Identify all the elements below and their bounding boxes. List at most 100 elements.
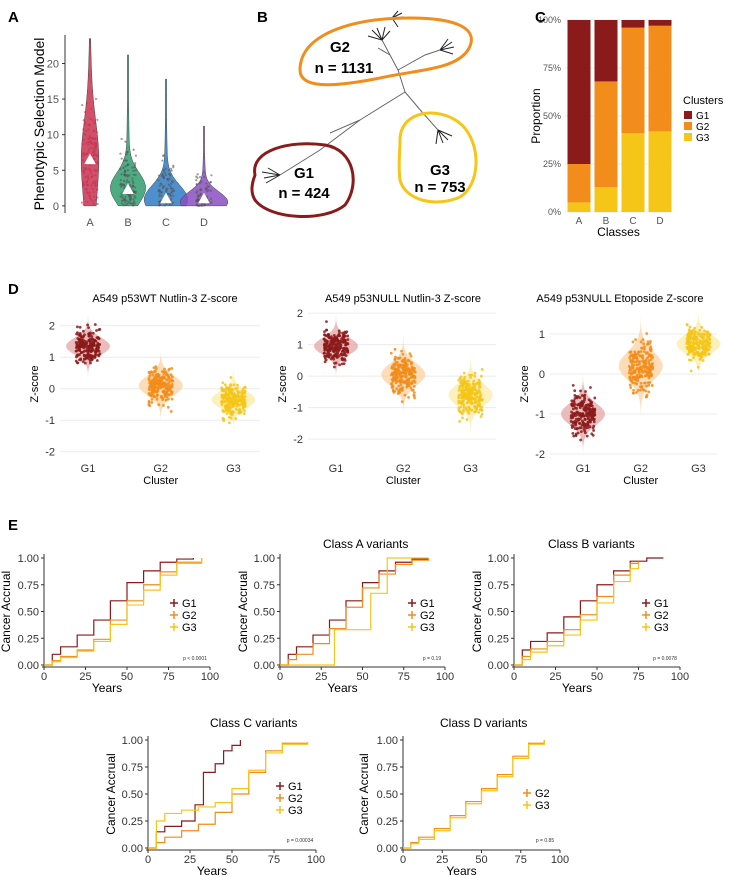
point-G3 xyxy=(236,383,239,387)
point-A xyxy=(82,166,85,169)
point-G3 xyxy=(690,330,693,334)
point-G3 xyxy=(469,401,473,405)
y-tick-label: 25% xyxy=(543,159,561,169)
point-G3 xyxy=(239,399,243,402)
point-G1 xyxy=(323,355,326,358)
x-tick-label: 100 xyxy=(201,671,219,683)
point-G1 xyxy=(76,361,80,365)
point-G2 xyxy=(393,389,397,393)
point-B xyxy=(126,202,129,205)
point-G2 xyxy=(647,383,651,387)
bar-G2-A xyxy=(567,164,591,203)
y-tick-label: 1.00 xyxy=(122,735,143,747)
point-G2 xyxy=(162,375,166,379)
point-G2 xyxy=(401,352,405,356)
point-B xyxy=(121,183,124,186)
point-G2 xyxy=(160,381,164,384)
x-tick-label: 75 xyxy=(268,854,280,866)
point-G2 xyxy=(148,374,152,378)
chart-title: A549 p53NULL Nutlin-3 Z-score xyxy=(325,293,481,305)
point-G3 xyxy=(223,393,227,397)
point-A xyxy=(82,184,85,187)
point-G2 xyxy=(635,367,639,370)
point-B xyxy=(128,183,132,187)
panel-e1-accrual: 0.00 0.25 0.50 0.75 1.00 0 25 50 75 100 Years Cance… xyxy=(0,553,219,695)
point-A xyxy=(82,203,85,206)
point-G1 xyxy=(580,394,584,397)
point-G2 xyxy=(634,338,637,342)
point-G1 xyxy=(579,389,582,393)
point-G2 xyxy=(647,374,651,378)
point-G1 xyxy=(580,414,584,418)
point-G2 xyxy=(649,349,653,353)
x-tick-label: 75 xyxy=(398,671,410,683)
point-D xyxy=(209,197,213,200)
point-G3 xyxy=(699,354,703,358)
y-tick-label: 0.50 xyxy=(254,607,275,619)
point-G3 xyxy=(233,387,237,391)
point-B xyxy=(134,173,137,177)
point-G3 xyxy=(686,353,690,356)
y-tick-label: 10 xyxy=(47,130,59,142)
point-G1 xyxy=(343,351,347,355)
x-tick-label: 25 xyxy=(549,671,561,683)
point-A xyxy=(82,133,85,136)
y-tick-label: 100% xyxy=(538,15,561,25)
point-G3 xyxy=(458,419,462,423)
point-G2 xyxy=(400,349,403,353)
point-G2 xyxy=(639,381,643,385)
point-G3 xyxy=(462,371,466,375)
point-G2 xyxy=(161,390,165,394)
point-G1 xyxy=(85,348,89,352)
point-A xyxy=(88,135,92,139)
point-G3 xyxy=(224,386,228,389)
point-C xyxy=(168,177,171,180)
point-G2 xyxy=(153,380,157,384)
point-B xyxy=(124,140,127,143)
g3-outline xyxy=(397,111,478,204)
bar-G3-B xyxy=(594,187,618,212)
point-G1 xyxy=(334,347,338,351)
curve-G3 xyxy=(44,558,203,666)
point-D xyxy=(205,182,208,185)
point-G1 xyxy=(338,340,342,343)
point-G2 xyxy=(631,366,635,370)
point-G1 xyxy=(584,426,588,430)
point-C xyxy=(164,174,168,177)
curve-G3 xyxy=(403,740,545,849)
point-G2 xyxy=(631,340,635,344)
point-G2 xyxy=(412,379,416,383)
point-A xyxy=(94,174,97,177)
point-G2 xyxy=(410,366,414,369)
point-G3 xyxy=(478,380,481,384)
point-G3 xyxy=(220,400,224,404)
panel-d3-zscore: A549 p53NULL Etoposide Z-score -2 -1 0 1 Z-sc… xyxy=(519,293,721,487)
point-A xyxy=(90,107,93,110)
point-G2 xyxy=(403,369,407,373)
y-tick-label: 0 xyxy=(297,371,303,383)
point-G3 xyxy=(696,365,700,369)
point-G1 xyxy=(82,357,86,361)
point-G1 xyxy=(585,434,589,438)
point-G1 xyxy=(95,359,99,362)
point-G3 xyxy=(232,404,236,408)
point-G3 xyxy=(471,391,474,395)
point-G1 xyxy=(87,326,91,330)
point-B xyxy=(123,201,127,204)
point-A xyxy=(93,122,96,125)
point-G2 xyxy=(651,356,655,359)
point-G3 xyxy=(458,384,462,388)
point-G1 xyxy=(74,341,78,344)
point-G2 xyxy=(643,381,646,385)
point-G2 xyxy=(407,372,411,376)
point-A xyxy=(88,191,92,194)
point-A xyxy=(89,198,93,201)
point-B xyxy=(124,195,127,199)
point-G3 xyxy=(480,405,483,409)
point-G2 xyxy=(156,389,160,393)
point-G2 xyxy=(393,370,397,374)
point-G1 xyxy=(97,337,101,341)
point-G2 xyxy=(153,376,156,379)
panel-label-d: D xyxy=(8,281,19,298)
point-G2 xyxy=(413,370,416,374)
